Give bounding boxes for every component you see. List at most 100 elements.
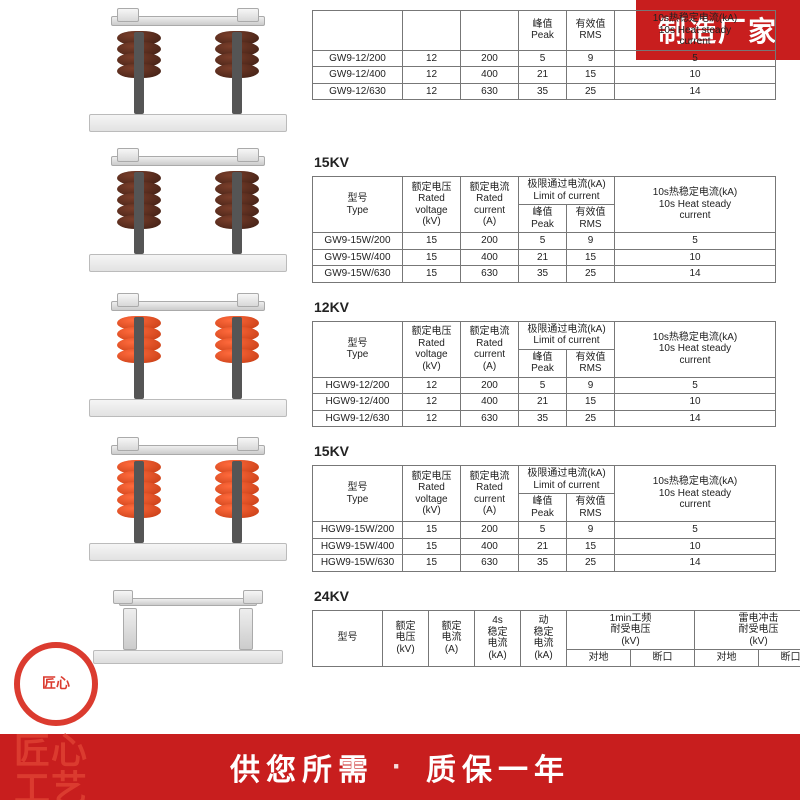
th-break: 断口: [759, 650, 800, 667]
cell-kv: 15: [403, 233, 461, 250]
disconnector-bare-icon: [83, 584, 293, 672]
th-lightning: 雷电冲击耐受电压(kV): [695, 610, 800, 650]
cell-heat: 5: [615, 233, 776, 250]
cell-heat: 5: [615, 522, 776, 539]
table-row: GW9-15W/630 15 630 35 25 14: [313, 266, 776, 283]
cell-rms: 15: [567, 249, 615, 266]
cell-type: HGW9-15W/630: [313, 555, 403, 572]
disconnector-brown-4-icon: [83, 10, 293, 138]
table-row: GW9-12/200 12 200 5 9 5: [313, 50, 776, 67]
kv-heading: 15KV: [314, 154, 776, 170]
product-image-2: [76, 150, 300, 278]
cell-rms: 25: [567, 266, 615, 283]
kv-heading: 12KV: [314, 299, 776, 315]
table-row: GW9-12/630 12 630 35 25 14: [313, 83, 776, 100]
cell-rms: 9: [567, 377, 615, 394]
cell-type: GW9-15W/630: [313, 266, 403, 283]
cell-heat: 10: [615, 67, 776, 84]
table-row: GW9-15W/400 15 400 21 15 10: [313, 249, 776, 266]
cell-heat: 14: [615, 555, 776, 572]
cell-kv: 15: [403, 522, 461, 539]
cell-peak: 35: [519, 555, 567, 572]
cell-kv: 15: [403, 538, 461, 555]
cell-rms: 9: [567, 50, 615, 67]
cell-peak: 35: [519, 410, 567, 427]
cell-a: 630: [461, 83, 519, 100]
th-peak: 峰值Peak: [519, 205, 567, 233]
cell-a: 200: [461, 233, 519, 250]
cell-peak: 5: [519, 522, 567, 539]
footer-bar: 供您所需 · 质保一年: [0, 734, 800, 800]
table-row: GW9-12/400 12 400 21 15 10: [313, 67, 776, 84]
table-row: GW9-15W/200 15 200 5 9 5: [313, 233, 776, 250]
cell-type: HGW9-15W/400: [313, 538, 403, 555]
footer-separator-icon: ·: [392, 750, 408, 784]
cell-type: GW9-12/200: [313, 50, 403, 67]
table-row: HGW9-12/630 12 630 35 25 14: [313, 410, 776, 427]
cell-peak: 35: [519, 83, 567, 100]
table-row: HGW9-15W/630 15 630 35 25 14: [313, 555, 776, 572]
spec-section-2: 15KV 型号Type 额定电压Rated voltage(kV) 额定电流Ra…: [0, 146, 800, 287]
th-voltage: 额定电压(kV): [383, 610, 429, 666]
cell-a: 400: [461, 249, 519, 266]
stamp-big-text: 匠心工艺: [14, 732, 88, 800]
th-limit: 极限通过电流(kA)Limit of current: [519, 177, 615, 205]
product-image-5: [76, 584, 300, 672]
th-voltage: 额定电压Rated voltage(kV): [403, 321, 461, 377]
th-rms: 有效值RMS: [567, 494, 615, 522]
th-heat: 10s热稳定电流(kA)10s Heat steadycurrent: [615, 321, 776, 377]
cell-peak: 21: [519, 394, 567, 411]
cell-kv: 12: [403, 83, 461, 100]
cell-a: 400: [461, 394, 519, 411]
spec-section-3: 12KV 型号Type 额定电压Rated voltage(kV) 额定电流Ra…: [0, 291, 800, 432]
cell-peak: 21: [519, 67, 567, 84]
th-heat: 10s热稳定电流(kA)10s Heat steadycurrent: [615, 466, 776, 522]
footer-left: 供您所需: [230, 745, 374, 789]
table-row: HGW9-15W/400 15 400 21 15 10: [313, 538, 776, 555]
cell-a: 200: [461, 522, 519, 539]
th-type: 型号Type: [313, 466, 403, 522]
spec-table-2: 型号Type 额定电压Rated voltage(kV) 额定电流Rated c…: [312, 176, 776, 283]
th-current: 额定电流Rated current(A): [461, 466, 519, 522]
cell-peak: 21: [519, 249, 567, 266]
th-rms: 有效值RMS: [567, 205, 615, 233]
cell-type: HGW9-15W/200: [313, 522, 403, 539]
cell-heat: 14: [615, 410, 776, 427]
catalog-content: 峰值Peak 有效值RMS 10s热稳定电流(kA)10s Heat stead…: [0, 0, 800, 800]
th-current: 额定电流(A): [429, 610, 475, 666]
cell-peak: 5: [519, 50, 567, 67]
spec-section-1: 峰值Peak 有效值RMS 10s热稳定电流(kA)10s Heat stead…: [0, 6, 800, 142]
spec-table-4: 型号Type 额定电压Rated voltage(kV) 额定电流Rated c…: [312, 465, 776, 572]
cell-heat: 10: [615, 249, 776, 266]
table-row: HGW9-15W/200 15 200 5 9 5: [313, 522, 776, 539]
cell-rms: 25: [567, 555, 615, 572]
spec-table-1: 峰值Peak 有效值RMS 10s热稳定电流(kA)10s Heat stead…: [312, 10, 776, 100]
th-type: 型号Type: [313, 177, 403, 233]
th-peak: 峰值Peak: [519, 349, 567, 377]
cell-a: 630: [461, 266, 519, 283]
spec-section-4: 15KV 型号Type 额定电压Rated voltage(kV) 额定电流Ra…: [0, 435, 800, 576]
cell-rms: 9: [567, 522, 615, 539]
spec-section-5: 24KV 型号 额定电压(kV) 额定电流(A) 4s稳定电流(kA) 动稳定电…: [0, 580, 800, 672]
footer-right: 质保一年: [426, 745, 570, 789]
disconnector-brown-5-icon: [83, 150, 293, 278]
cell-rms: 15: [567, 538, 615, 555]
cell-a: 200: [461, 50, 519, 67]
table-row: HGW9-12/400 12 400 21 15 10: [313, 394, 776, 411]
product-image-4: [76, 439, 300, 567]
cell-rms: 25: [567, 410, 615, 427]
cell-rms: 9: [567, 233, 615, 250]
th-1min: 1min工频耐受电压(kV): [567, 610, 695, 650]
th-earth: 对地: [567, 650, 631, 667]
cell-rms: 25: [567, 83, 615, 100]
product-image-3: [76, 295, 300, 423]
cell-a: 200: [461, 377, 519, 394]
th-break: 断口: [631, 650, 695, 667]
th-current: 额定电流Rated current(A): [461, 321, 519, 377]
th-voltage: [403, 11, 461, 51]
th-current: [461, 11, 519, 51]
cell-type: GW9-15W/400: [313, 249, 403, 266]
cell-a: 400: [461, 538, 519, 555]
spec-table-5: 型号 额定电压(kV) 额定电流(A) 4s稳定电流(kA) 动稳定电流(kA)…: [312, 610, 800, 667]
th-voltage: 额定电压Rated voltage(kV): [403, 177, 461, 233]
